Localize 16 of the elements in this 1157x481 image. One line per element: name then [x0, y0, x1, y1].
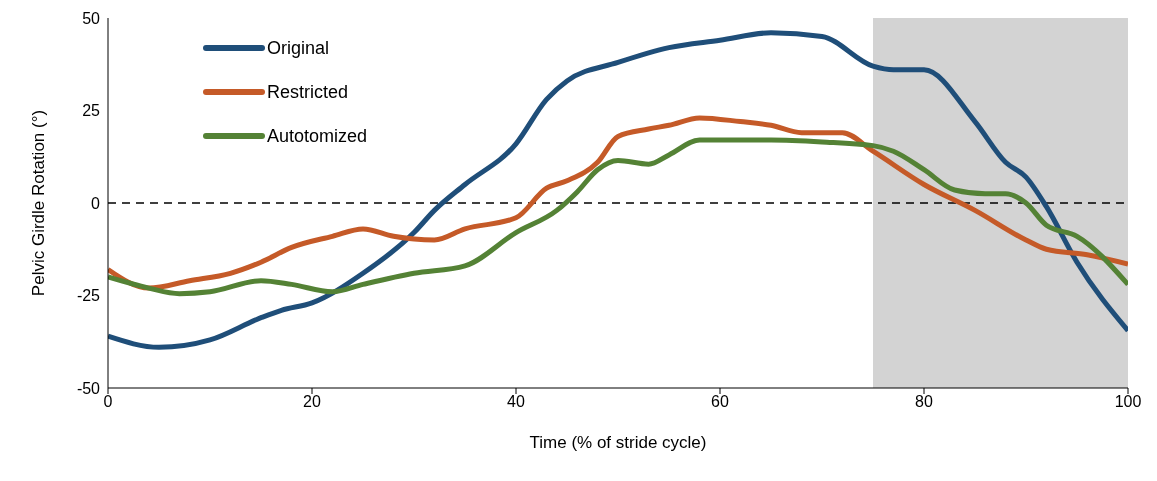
x-tick-label: 40 — [507, 393, 525, 411]
legend-label: Original — [267, 37, 330, 59]
legend-label: Autotomized — [267, 125, 368, 147]
legend-label: Restricted — [267, 81, 349, 103]
x-tick-label: 80 — [915, 393, 933, 411]
y-tick-label: -25 — [76, 287, 101, 305]
y-tick-label: 50 — [82, 9, 101, 27]
x-tick-label: 100 — [1114, 393, 1142, 411]
x-tick-label: 60 — [711, 393, 729, 411]
y-axis-title: Pelvic Girdle Rotation (°) — [29, 109, 49, 297]
y-tick-label: 0 — [91, 194, 101, 212]
x-tick-label: 0 — [103, 393, 113, 411]
x-tick-label: 20 — [303, 393, 321, 411]
y-tick-label: -50 — [76, 379, 101, 397]
y-tick-label: 25 — [82, 102, 101, 120]
x-axis-title: Time (% of stride cycle) — [529, 433, 707, 452]
